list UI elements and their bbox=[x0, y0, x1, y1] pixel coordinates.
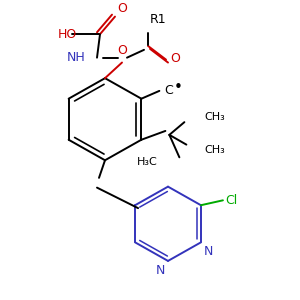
Text: R1: R1 bbox=[150, 14, 166, 26]
Text: N: N bbox=[204, 245, 213, 258]
Text: O: O bbox=[170, 52, 180, 65]
Text: CH₃: CH₃ bbox=[204, 112, 225, 122]
Text: O: O bbox=[117, 2, 127, 15]
Text: Cl: Cl bbox=[225, 194, 237, 207]
Text: HO: HO bbox=[58, 28, 77, 41]
Text: H₃C: H₃C bbox=[136, 157, 158, 167]
Text: N: N bbox=[156, 264, 165, 277]
Text: •: • bbox=[173, 80, 182, 95]
Text: CH₃: CH₃ bbox=[204, 145, 225, 154]
Text: O: O bbox=[117, 44, 127, 57]
Text: NH: NH bbox=[66, 51, 85, 64]
Text: C: C bbox=[164, 84, 173, 98]
